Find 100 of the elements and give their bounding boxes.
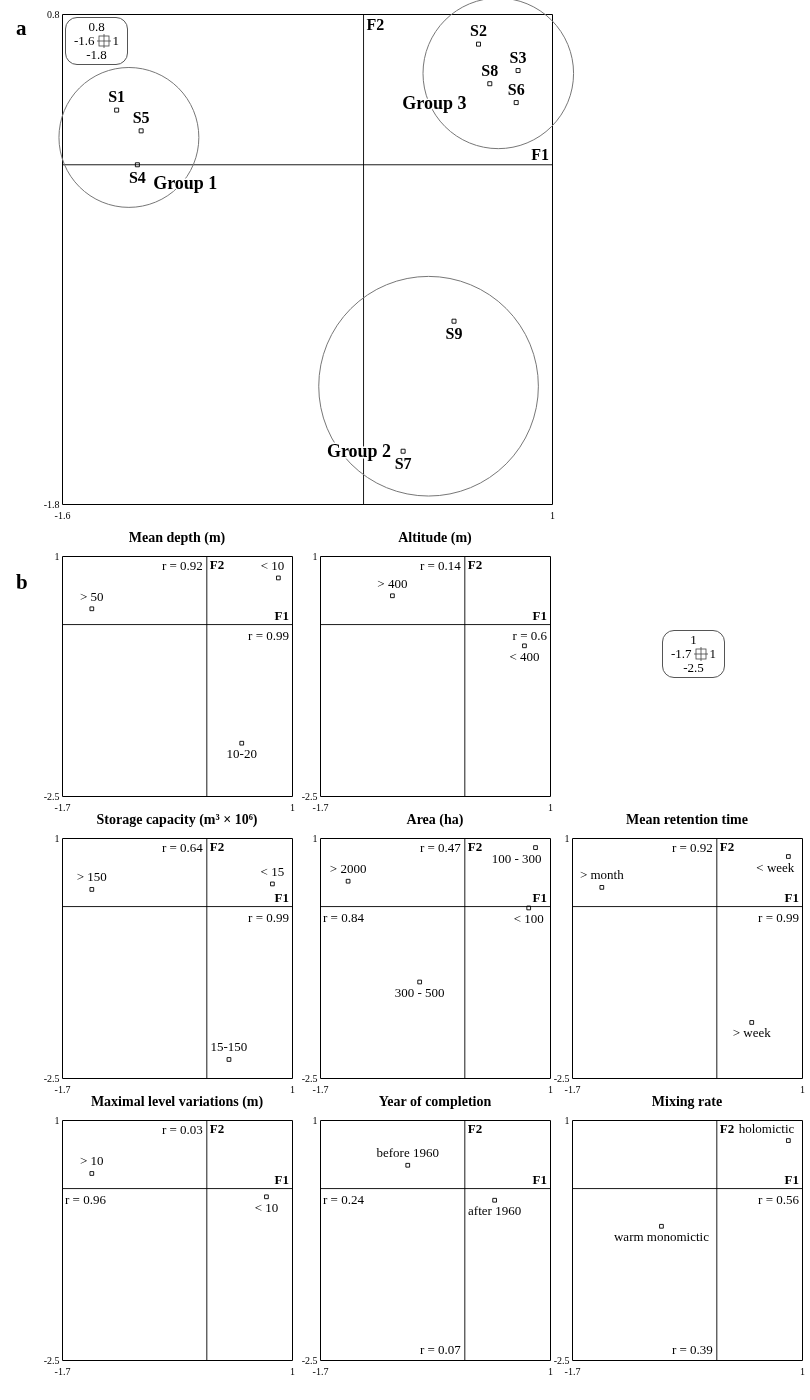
- y-tick-label: 1: [312, 1114, 318, 1126]
- y-tick-label: 1: [54, 1114, 60, 1126]
- ref-line-label: F2: [719, 1121, 735, 1136]
- annotation: r = 0.56: [758, 1191, 800, 1207]
- y-tick-label: 1: [312, 832, 318, 844]
- ref-line-label: F2: [467, 557, 483, 572]
- x-tick-label: -1.7: [564, 1083, 581, 1095]
- annotation: r = 0.47: [419, 840, 462, 855]
- annotation: r = 0.07: [419, 1342, 462, 1357]
- ref-line-label: F2: [209, 839, 225, 854]
- annotation: before 1960: [376, 1145, 439, 1161]
- x-tick-label: -1.7: [54, 1083, 71, 1095]
- ref-line-label: F1: [532, 1171, 547, 1187]
- annotation: > week: [732, 1025, 772, 1041]
- annotation: S8: [481, 61, 499, 79]
- annotation: < 10: [254, 1199, 279, 1215]
- annotation: 15-150: [210, 1039, 248, 1055]
- y-tick-label: -2.5: [43, 790, 60, 802]
- annotation: < 400: [509, 648, 540, 664]
- annotation: S4: [128, 168, 146, 186]
- series-label: Group 3: [402, 92, 467, 113]
- ref-line-label: F1: [532, 607, 547, 623]
- annotation: > 2000: [329, 861, 367, 877]
- annotation: r = 0.64: [161, 840, 204, 855]
- y-tick-label: -1.8: [43, 498, 60, 510]
- y-tick-label: 1: [564, 832, 570, 844]
- ref-line-label: F2: [209, 1121, 225, 1136]
- ref-line-label: F1: [274, 889, 289, 905]
- chart-title: Mixing rate: [651, 1094, 723, 1109]
- text: -1.7: [671, 646, 692, 661]
- chart-title: Year of completion: [378, 1094, 492, 1109]
- text: -2.5: [682, 660, 705, 675]
- annotation: > 50: [80, 588, 104, 604]
- y-tick-label: -2.5: [553, 1072, 570, 1084]
- ref-line-label: F1: [532, 889, 547, 905]
- x-tick-label: -1.7: [312, 801, 329, 813]
- y-tick-label: -2.5: [553, 1354, 570, 1366]
- text: b: [16, 570, 28, 595]
- y-tick-label: -2.5: [43, 1072, 60, 1084]
- annotation: -1.8: [85, 47, 108, 62]
- annotation: r = 0.96: [65, 1191, 107, 1207]
- annotation: holomictic: [738, 1120, 795, 1136]
- annotation: r = 0.99: [248, 909, 289, 925]
- annotation: > 400: [377, 575, 408, 591]
- annotation: after 1960: [468, 1203, 522, 1219]
- y-tick-label: -2.5: [43, 1354, 60, 1366]
- annotation: r = 0.92: [671, 840, 713, 855]
- chart-title: Storage capacity (m³ × 10⁶): [96, 812, 258, 828]
- annotation: S5: [132, 108, 150, 126]
- annotation: S2: [470, 22, 487, 40]
- x-tick-label: -1.7: [54, 801, 71, 813]
- annotation: r = 0.92: [161, 558, 203, 573]
- x-tick-label: -1.7: [312, 1083, 329, 1095]
- series-label: Group 1: [153, 172, 218, 193]
- x-tick-label: 1: [290, 1083, 295, 1095]
- y-tick-label: -2.5: [301, 1072, 318, 1084]
- x-tick-label: -1.7: [312, 1365, 329, 1377]
- y-tick-label: -2.5: [301, 790, 318, 802]
- annotation: r = 0.24: [323, 1191, 365, 1207]
- ref-line-label: F1: [784, 889, 799, 905]
- ref-line-label: F2: [719, 839, 735, 854]
- x-tick-label: -1.7: [564, 1365, 581, 1377]
- chart-title: Area (ha): [406, 812, 464, 828]
- x-tick-label: -1.7: [54, 1365, 71, 1377]
- annotation: < week: [756, 859, 795, 875]
- annotation: r = 0.99: [758, 909, 799, 925]
- chart-title: Altitude (m): [398, 530, 473, 546]
- annotation: S1: [108, 88, 126, 106]
- text: 1: [689, 632, 698, 647]
- annotation: > 150: [76, 869, 107, 885]
- annotation: > month: [579, 867, 625, 883]
- annotation: r = 0.84: [323, 909, 365, 925]
- y-tick-label: -2.5: [301, 1354, 318, 1366]
- annotation: 300 - 500: [394, 985, 445, 1000]
- annotation: 100 - 300: [491, 850, 542, 866]
- annotation: 0.8: [87, 19, 106, 34]
- annotation: r = 0.14: [419, 558, 462, 573]
- x-tick-label: 1: [290, 1365, 295, 1377]
- annotation: r = 0.6: [512, 627, 548, 643]
- x-tick-label: 1: [800, 1083, 805, 1095]
- annotation: S6: [507, 80, 525, 98]
- annotation: S7: [394, 455, 412, 473]
- annotation: 1: [112, 33, 120, 48]
- annotation: -1.6: [74, 33, 95, 48]
- ref-line-label: F1: [784, 1171, 799, 1187]
- x-tick-label: 1: [290, 801, 295, 813]
- ref-line-label: F2: [209, 557, 225, 572]
- annotation: warm monomictic: [613, 1229, 710, 1245]
- text: 1: [709, 646, 717, 661]
- annotation: < 100: [513, 910, 544, 926]
- y-tick-label: 1: [54, 550, 60, 562]
- annotation: < 10: [260, 557, 285, 573]
- ref-line-label: F1: [274, 607, 289, 623]
- chart-title: Maximal level variations (m): [90, 1094, 264, 1110]
- annotation: > 10: [80, 1153, 104, 1169]
- ref-line-label: F2: [366, 16, 385, 33]
- ref-line-label: F1: [531, 145, 549, 163]
- y-tick-label: 1: [564, 1114, 570, 1126]
- chart-title: Mean retention time: [626, 812, 748, 827]
- y-tick-label: 1: [54, 832, 60, 844]
